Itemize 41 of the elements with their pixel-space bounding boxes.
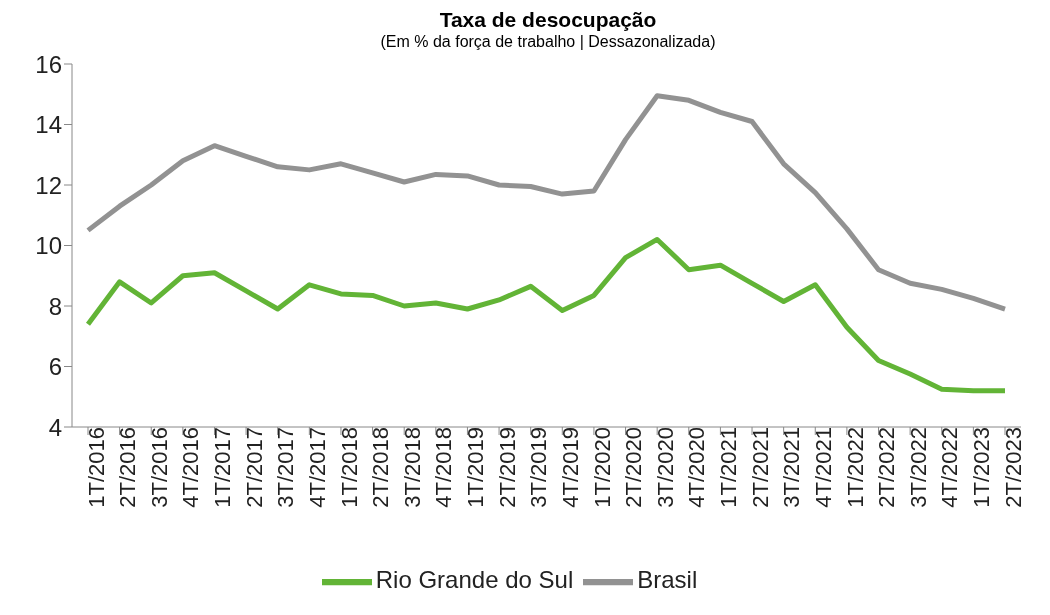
x-tick-label: 2T/2022 — [874, 427, 900, 508]
x-tick-label: 4T/2018 — [431, 427, 457, 508]
legend-label: Rio Grande do Sul — [375, 566, 574, 594]
chart-subtitle: (Em % da força de trabalho | Dessazonalizada) — [379, 32, 717, 52]
x-tick-label: 4T/2019 — [557, 427, 583, 508]
x-tick-label: 3T/2017 — [273, 427, 299, 508]
x-tick-label: 4T/2016 — [178, 427, 204, 508]
x-tick-label: 4T/2020 — [684, 427, 710, 508]
y-tick-label: 12 — [35, 171, 62, 199]
x-tick-label: 2T/2018 — [368, 427, 394, 508]
x-tick-label: 3T/2019 — [526, 427, 552, 508]
x-tick-label: 3T/2020 — [652, 427, 678, 508]
y-tick-label: 8 — [48, 292, 62, 320]
x-tick-label: 1T/2017 — [210, 427, 236, 508]
x-tick-label: 1T/2023 — [969, 427, 994, 508]
x-tick-label: 2T/2023 — [1000, 427, 1026, 508]
x-tick-label: 2T/2016 — [115, 427, 141, 508]
x-tick-label: 4T/2022 — [937, 427, 963, 508]
x-tick-label: 1T/2019 — [463, 427, 489, 508]
y-tick-label: 6 — [48, 353, 62, 381]
x-tick-label: 2T/2019 — [494, 427, 520, 508]
x-tick-label: 1T/2018 — [336, 427, 362, 508]
x-tick-label: 1T/2016 — [83, 427, 109, 508]
x-tick-label: 2T/2017 — [241, 427, 267, 508]
x-tick-label: 3T/2022 — [905, 427, 931, 508]
x-tick-label: 2T/2021 — [747, 427, 773, 508]
x-tick-label: 1T/2022 — [842, 427, 868, 508]
legend-label: Brasil — [637, 566, 698, 594]
x-tick-label: 3T/2018 — [399, 427, 425, 508]
chart-title: Taxa de desocupação — [438, 8, 658, 32]
x-tick-label: 4T/2017 — [304, 427, 330, 508]
y-tick-label: 16 — [35, 50, 62, 78]
y-tick-label: 10 — [35, 232, 62, 260]
y-tick-label: 14 — [35, 111, 62, 139]
x-tick-label: 1T/2020 — [589, 427, 615, 508]
y-tick-label: 4 — [48, 413, 62, 441]
x-tick-label: 4T/2021 — [810, 427, 836, 508]
x-tick-label: 3T/2016 — [146, 427, 172, 508]
x-tick-label: 1T/2021 — [716, 427, 742, 508]
x-tick-label: 3T/2021 — [779, 427, 805, 508]
x-tick-label: 2T/2020 — [621, 427, 647, 508]
